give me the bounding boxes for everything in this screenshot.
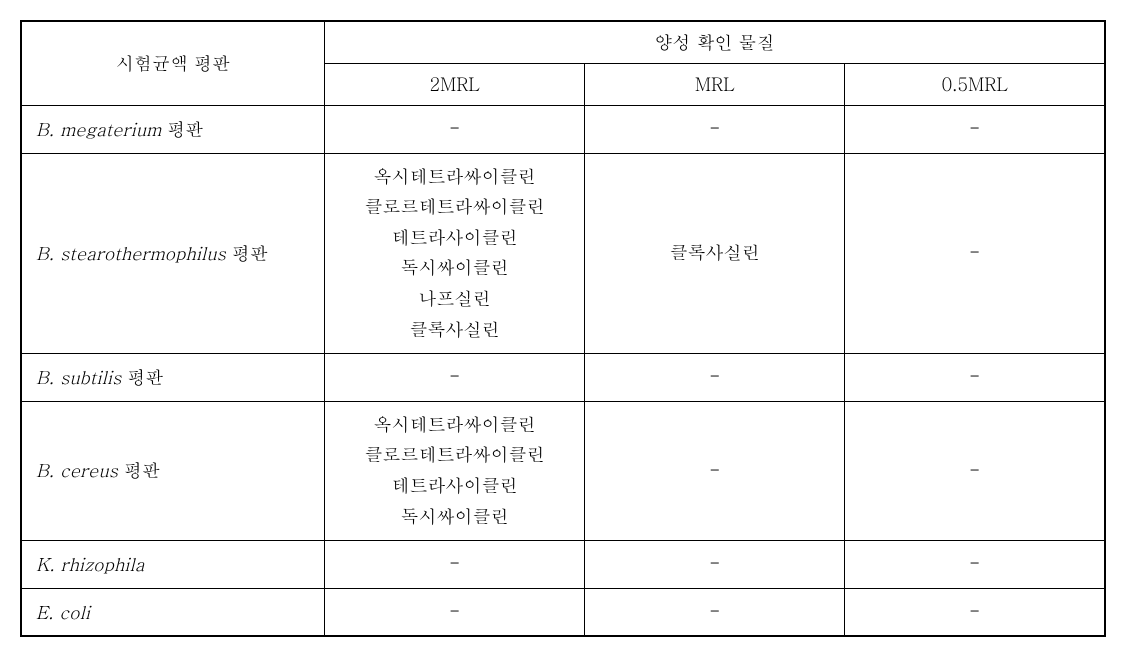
- row-label-plain: 평판: [118, 458, 160, 483]
- table-cell: -: [325, 106, 585, 154]
- table-cell: -: [585, 106, 845, 154]
- row-label: B. subtilis 평판: [21, 354, 325, 402]
- header-col-05mrl: 0.5MRL: [845, 64, 1105, 106]
- table-cell: -: [325, 354, 585, 402]
- row-label: B. stearothermophilus 평판: [21, 153, 325, 354]
- table-body: B. megaterium 평판---B. stearothermophilus…: [21, 106, 1105, 637]
- table-cell: -: [845, 588, 1105, 636]
- header-col-2mrl: 2MRL: [325, 64, 585, 106]
- row-label-plain: 평판: [121, 365, 163, 390]
- row-label: B. megaterium 평판: [21, 106, 325, 154]
- table-cell: -: [325, 541, 585, 589]
- table-cell: -: [845, 106, 1105, 154]
- row-label: K. rhizophila: [21, 541, 325, 589]
- row-label: E. coli: [21, 588, 325, 636]
- row-label-plain: 평판: [161, 117, 203, 142]
- table-cell: -: [845, 401, 1105, 540]
- header-row-label: 시험균액 평판: [21, 21, 325, 106]
- results-table: 시험균액 평판 양성 확인 물질 2MRL MRL 0.5MRL B. mega…: [20, 20, 1106, 637]
- header-col-mrl: MRL: [585, 64, 845, 106]
- header-group-label: 양성 확인 물질: [325, 21, 1105, 64]
- table-cell: 클록사실린: [585, 153, 845, 354]
- table-row: B. megaterium 평판---: [21, 106, 1105, 154]
- table-cell: -: [845, 354, 1105, 402]
- table-cell: 옥시테트라싸이클린 클로르테트라싸이클린 테트라사이클린 독시싸이클린 나프실린…: [325, 153, 585, 354]
- row-label-italic: B. megaterium: [36, 117, 161, 142]
- row-label-italic: B. subtilis: [36, 365, 121, 390]
- table-cell: -: [585, 354, 845, 402]
- table-cell: -: [585, 401, 845, 540]
- row-label-italic: E. coli: [36, 600, 90, 625]
- row-label-plain: 평판: [226, 241, 268, 266]
- table-cell: -: [845, 153, 1105, 354]
- table-row: E. coli---: [21, 588, 1105, 636]
- row-label: B. cereus 평판: [21, 401, 325, 540]
- row-label-italic: K. rhizophila: [36, 552, 145, 577]
- row-label-italic: B. cereus: [36, 458, 118, 483]
- table-row: K. rhizophila---: [21, 541, 1105, 589]
- table-cell: -: [585, 588, 845, 636]
- table-cell: -: [325, 588, 585, 636]
- row-label-italic: B. stearothermophilus: [36, 241, 226, 266]
- table-row: B. subtilis 평판---: [21, 354, 1105, 402]
- table-row: B. stearothermophilus 평판옥시테트라싸이클린 클로르테트라…: [21, 153, 1105, 354]
- table-cell: -: [585, 541, 845, 589]
- table-cell: -: [845, 541, 1105, 589]
- table-row: B. cereus 평판옥시테트라싸이클린 클로르테트라싸이클린 테트라사이클린…: [21, 401, 1105, 540]
- table-cell: 옥시테트라싸이클린 클로르테트라싸이클린 테트라사이클린 독시싸이클린: [325, 401, 585, 540]
